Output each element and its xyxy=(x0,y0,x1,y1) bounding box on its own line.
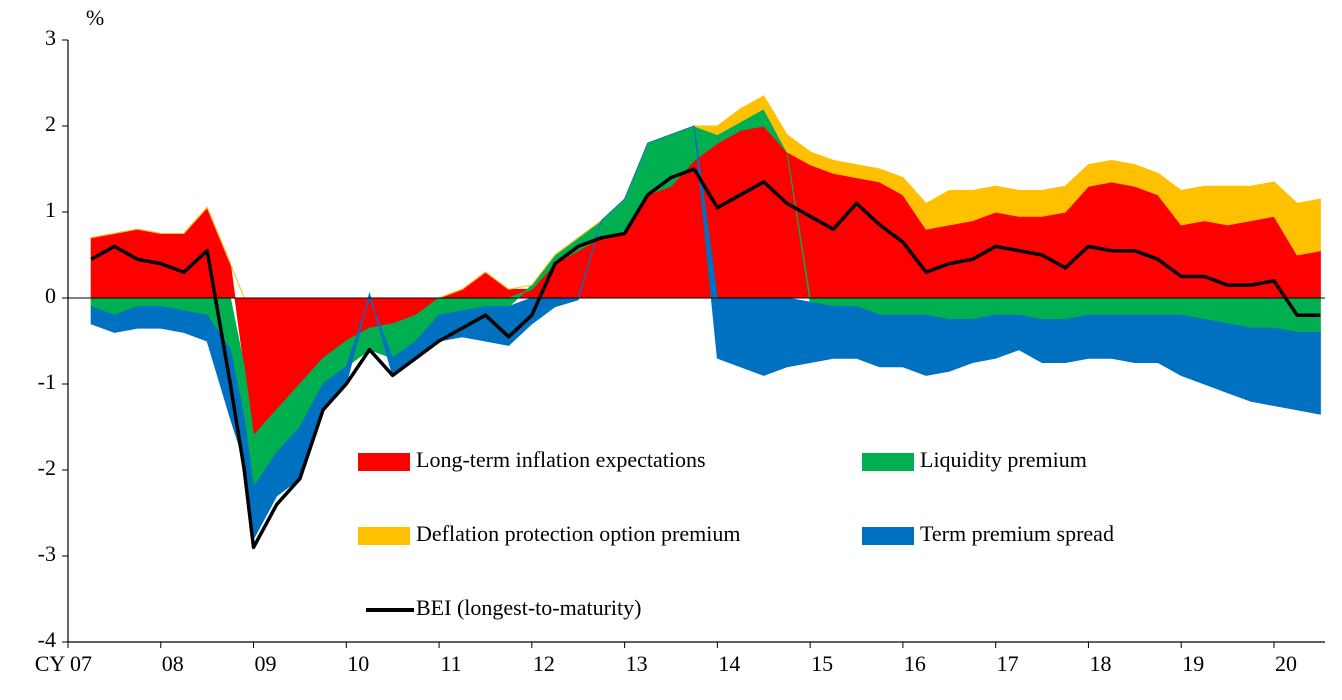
y-tick-label: 3 xyxy=(45,25,56,50)
legend-label: BEI (longest-to-maturity) xyxy=(416,595,641,620)
x-tick-label: 17 xyxy=(997,651,1019,676)
y-tick-label: -4 xyxy=(38,627,56,652)
y-tick-label: -3 xyxy=(38,541,56,566)
y-tick-label: 0 xyxy=(45,283,56,308)
area xyxy=(91,95,1321,299)
area xyxy=(90,125,1321,541)
x-tick-label: 09 xyxy=(255,651,277,676)
x-tick-label: 16 xyxy=(904,651,926,676)
x-tick-label: 20 xyxy=(1275,651,1297,676)
legend-label: Liquidity premium xyxy=(920,447,1087,472)
x-tick-label: 18 xyxy=(1089,651,1111,676)
x-tick-label: 12 xyxy=(533,651,555,676)
y-tick-label: 1 xyxy=(45,197,56,222)
x-tick-label: 13 xyxy=(626,651,648,676)
line xyxy=(90,167,1321,550)
legend-swatch xyxy=(358,527,410,545)
x-tick-label: CY 07 xyxy=(35,651,92,676)
y-axis-label: % xyxy=(86,5,104,30)
x-tick-label: 10 xyxy=(347,651,369,676)
y-tick-label: -2 xyxy=(38,455,56,480)
legend-swatch xyxy=(862,453,914,471)
x-tick-label: 14 xyxy=(718,651,740,676)
legend: Long-term inflation expectations Liquidit… xyxy=(358,447,1114,620)
legend-swatch xyxy=(862,527,914,545)
legend-label: Deflation protection option premium xyxy=(416,521,740,546)
y-tick-label: -1 xyxy=(38,369,56,394)
legend-swatch xyxy=(358,453,410,471)
x-tick-label: 08 xyxy=(162,651,184,676)
x-tick-label: 19 xyxy=(1182,651,1204,676)
legend-label: Term premium spread xyxy=(920,521,1114,546)
x-tick-label: 15 xyxy=(811,651,833,676)
legend-label: Long-term inflation expectations xyxy=(416,447,706,472)
y-tick-label: 2 xyxy=(45,111,56,136)
x-tick-label: 11 xyxy=(440,651,461,676)
